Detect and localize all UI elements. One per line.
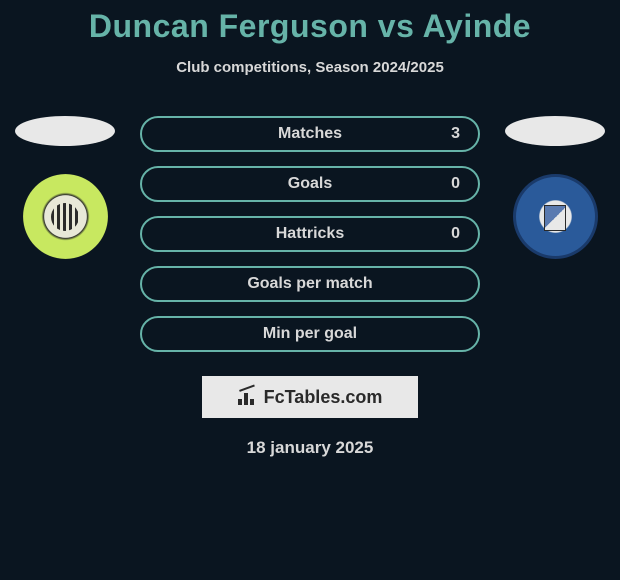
stat-row-matches: Matches 3 [140,116,480,152]
stat-right-value: 0 [440,175,460,193]
stat-label: Goals [180,175,440,193]
comparison-card: Duncan Ferguson vs Ayinde Club competiti… [0,0,620,458]
player-silhouette-left [15,116,115,146]
branding-badge: FcTables.com [202,376,418,418]
stat-label: Goals per match [180,275,440,293]
right-player-column [500,116,610,259]
stat-row-min-per-goal: Min per goal [140,316,480,352]
stat-row-goals-per-match: Goals per match [140,266,480,302]
stat-right-value: 0 [440,225,460,243]
chart-icon [238,389,258,405]
stat-label: Hattricks [180,225,440,243]
content-row: Matches 3 Goals 0 Hattricks 0 Goals per … [0,116,620,352]
stat-right-value: 3 [440,125,460,143]
club-logo-right [513,174,598,259]
club-logo-left [23,174,108,259]
stat-label: Min per goal [180,325,440,343]
page-title: Duncan Ferguson vs Ayinde [0,8,620,45]
page-subtitle: Club competitions, Season 2024/2025 [0,59,620,76]
stat-row-goals: Goals 0 [140,166,480,202]
player-silhouette-right [505,116,605,146]
branding-text: FcTables.com [264,387,383,408]
stat-label: Matches [180,125,440,143]
stat-row-hattricks: Hattricks 0 [140,216,480,252]
date-label: 18 january 2025 [0,438,620,458]
left-player-column [10,116,120,259]
stats-table: Matches 3 Goals 0 Hattricks 0 Goals per … [140,116,480,352]
